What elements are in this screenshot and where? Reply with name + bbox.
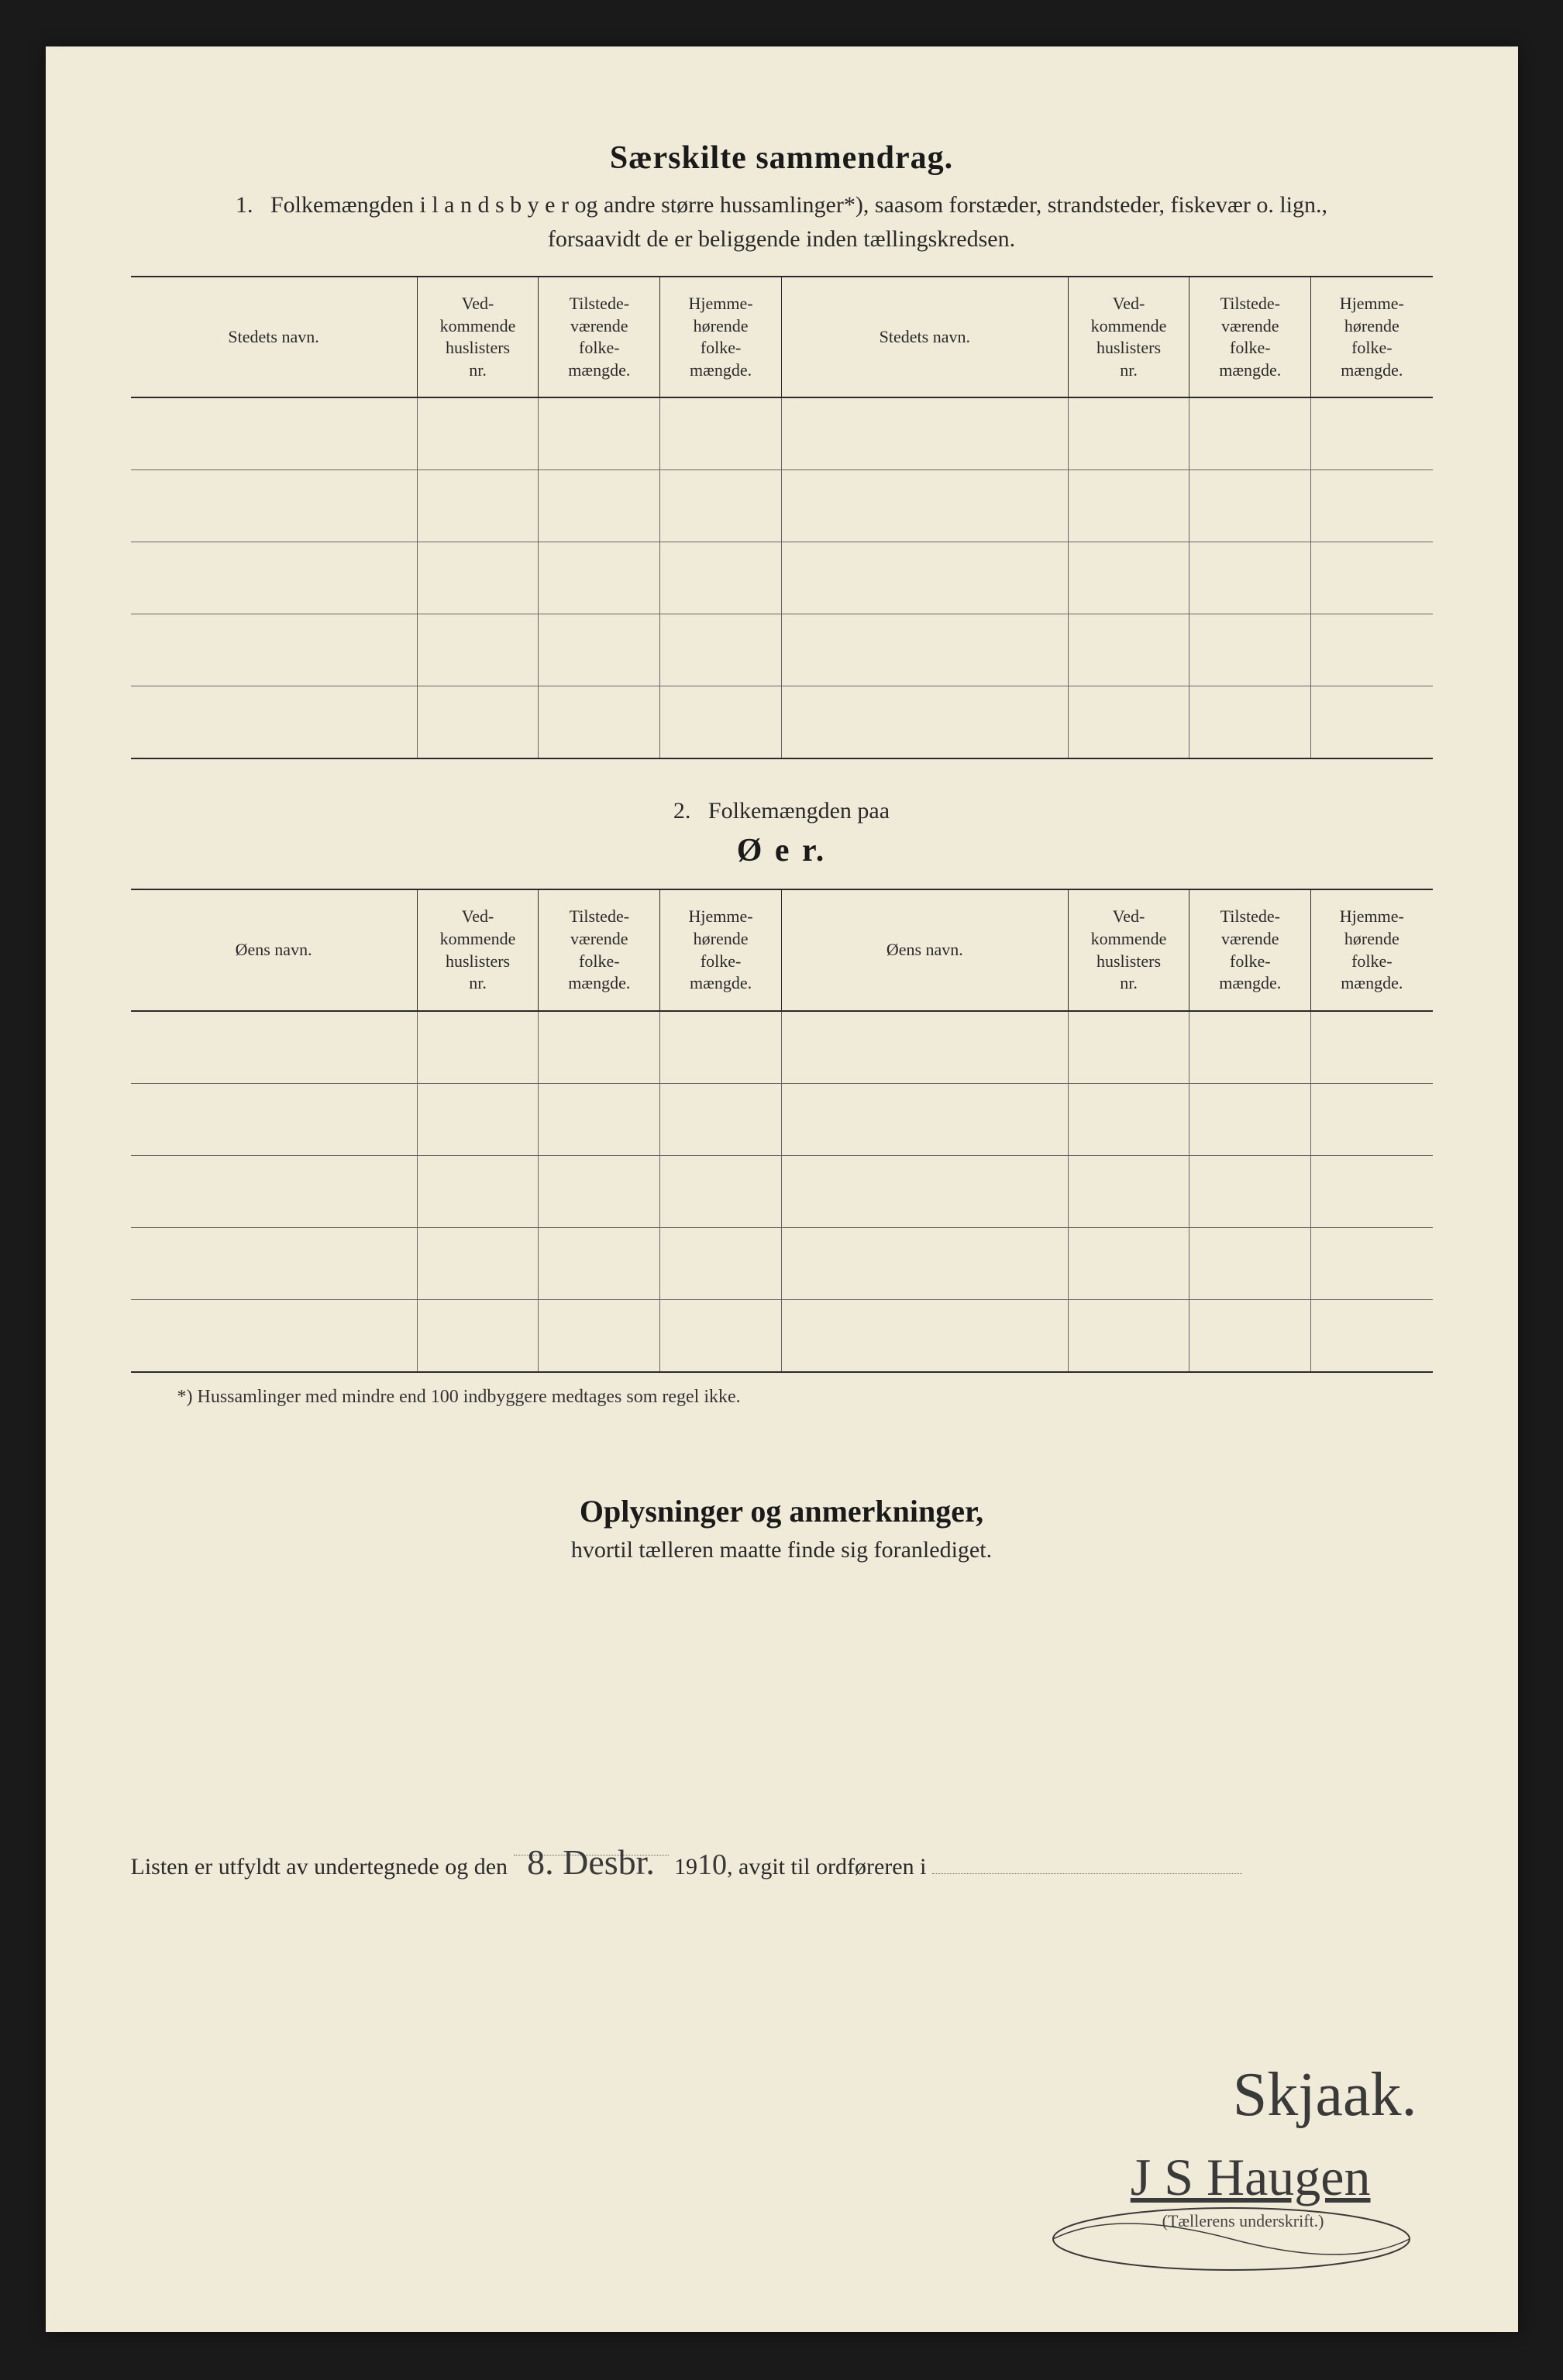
t1-h-c2-r: Tilstede- værende folke- mængde. bbox=[1189, 277, 1311, 397]
sig-year-print: 19 bbox=[674, 1854, 697, 1880]
table-row bbox=[131, 1011, 1433, 1084]
t2-h-c1-l: Ved- kommende huslisters nr. bbox=[417, 889, 539, 1010]
section3-title: Oplysninger og anmerkninger, bbox=[131, 1493, 1433, 1529]
signature-flourish-icon bbox=[1038, 2193, 1425, 2285]
signature-line: Listen er utfyldt av undertegnede og den… bbox=[131, 1827, 1433, 1894]
t2-h-c2-l: Tilstede- værende folke- mængde. bbox=[539, 889, 660, 1010]
table-row bbox=[131, 1299, 1433, 1372]
section2-big: Ø e r. bbox=[131, 832, 1433, 869]
section1-line1: 1. Folkemængden i l a n d s b y e r og a… bbox=[131, 192, 1433, 218]
t2-h-c2-r: Tilstede- værende folke- mængde. bbox=[1189, 889, 1311, 1010]
table-row bbox=[131, 686, 1433, 759]
sig-mid: , avgit til ordføreren i bbox=[727, 1854, 926, 1880]
t2-h-name-r: Øens navn. bbox=[781, 889, 1068, 1010]
t1-h-c1-l: Ved- kommende huslisters nr. bbox=[417, 277, 539, 397]
document-page: Særskilte sammendrag. 1. Folkemængden i … bbox=[46, 46, 1518, 2332]
section2-text: Folkemængden paa bbox=[708, 798, 890, 824]
sig-date-blank: 8. Desbr. bbox=[514, 1827, 669, 1856]
sig-place-blank bbox=[932, 1845, 1242, 1874]
sig-date-hw: 8. Desbr. bbox=[527, 1827, 655, 1898]
table-row bbox=[131, 1083, 1433, 1155]
section3-sub: hvortil tælleren maatte finde sig foranl… bbox=[131, 1537, 1433, 1563]
t2-h-name-l: Øens navn. bbox=[131, 889, 418, 1010]
main-title: Særskilte sammendrag. bbox=[131, 139, 1433, 177]
t2-h-c3-l: Hjemme- hørende folke- mængde. bbox=[660, 889, 782, 1010]
t2-h-c3-r: Hjemme- hørende folke- mængde. bbox=[1311, 889, 1433, 1010]
t2-body bbox=[131, 1011, 1433, 1372]
section1-text1: Folkemængden i l a n d s b y e r og andr… bbox=[270, 192, 1327, 218]
sig-year-hw: 10 bbox=[697, 1835, 727, 1894]
table-row bbox=[131, 397, 1433, 470]
section1-number: 1. bbox=[236, 192, 253, 218]
table-row bbox=[131, 1155, 1433, 1227]
table-villages: Stedets navn. Ved- kommende huslisters n… bbox=[131, 276, 1433, 759]
t1-h-name-l: Stedets navn. bbox=[131, 277, 418, 397]
sig-prefix: Listen er utfyldt av undertegnede og den bbox=[131, 1854, 508, 1880]
table-islands: Øens navn. Ved- kommende huslisters nr. … bbox=[131, 889, 1433, 1372]
table-row bbox=[131, 614, 1433, 686]
sig-place-hw: Skjaak. bbox=[1233, 2060, 1417, 2131]
t1-body bbox=[131, 397, 1433, 758]
section2-header: 2. Folkemængden paa bbox=[131, 798, 1433, 824]
table-row bbox=[131, 542, 1433, 614]
footnote: *) Hussamlinger med mindre end 100 indby… bbox=[177, 1387, 1433, 1408]
table-row bbox=[131, 1227, 1433, 1299]
t1-h-c3-l: Hjemme- hørende folke- mængde. bbox=[660, 277, 782, 397]
section1-line2: forsaavidt de er beliggende inden tællin… bbox=[131, 226, 1433, 253]
t1-h-c1-r: Ved- kommende huslisters nr. bbox=[1068, 277, 1189, 397]
t1-h-c2-l: Tilstede- værende folke- mængde. bbox=[539, 277, 660, 397]
t1-h-c3-r: Hjemme- hørende folke- mængde. bbox=[1311, 277, 1433, 397]
t1-h-name-r: Stedets navn. bbox=[781, 277, 1068, 397]
table-row bbox=[131, 470, 1433, 542]
section2-number: 2. bbox=[673, 798, 691, 824]
t2-h-c1-r: Ved- kommende huslisters nr. bbox=[1068, 889, 1189, 1010]
